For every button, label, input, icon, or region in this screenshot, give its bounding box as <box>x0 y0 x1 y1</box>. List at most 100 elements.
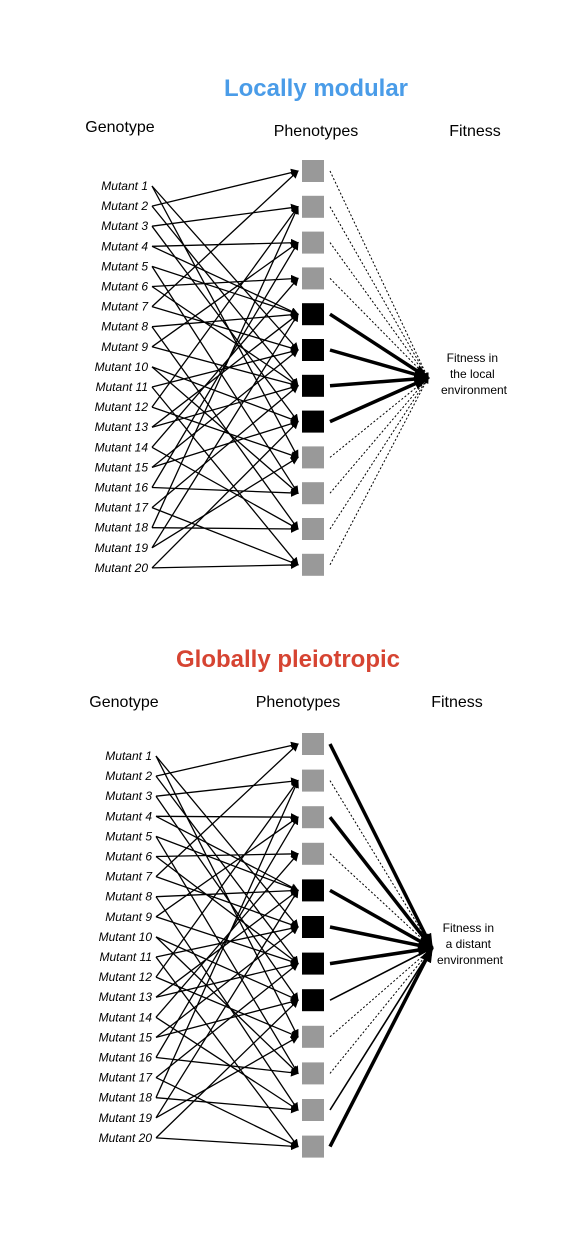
phenotype-box-gray <box>302 518 324 540</box>
mutant-phenotype-arrow <box>151 225 299 423</box>
mutant-labels: Mutant 1 Mutant 2 Mutant 3 Mutant 4 Mutant 5… <box>99 749 154 1145</box>
mutant-phenotype-arrows <box>151 168 299 569</box>
mutant-phenotype-arrow <box>151 456 299 549</box>
mutant-phenotype-arrow <box>155 889 299 1119</box>
mutant-phenotype-arrow <box>151 313 299 428</box>
mutant-phenotype-arrow <box>155 816 299 1058</box>
mutant-phenotype-arrow <box>155 886 299 898</box>
mutant-phenotype-arrow <box>151 170 299 308</box>
fitness-arrow-strong <box>329 888 434 950</box>
mutant-phenotype-arrow <box>151 205 299 528</box>
mutant-label: Mutant 12 <box>99 970 153 984</box>
fitness-arrow-weak <box>329 780 433 949</box>
phenotype-box-black <box>302 916 324 938</box>
mutant-phenotype-arrow <box>151 310 299 328</box>
fitness-arrow-strong <box>328 743 434 950</box>
phenotype-box-gray <box>302 806 324 829</box>
mutant-phenotype-arrow <box>155 1056 299 1077</box>
phenotype-box-gray <box>302 553 324 576</box>
mutant-label: Mutant 8 <box>105 890 152 904</box>
phenotypes-header: Phenotypes <box>256 694 341 711</box>
phenotype-box-black <box>302 879 324 902</box>
phenotype-box-gray <box>302 733 324 755</box>
genotype-header: Genotype <box>85 119 154 136</box>
fitness-arrow-weak <box>329 377 429 458</box>
phenotype-box-black <box>302 952 324 975</box>
mutant-label: Mutant 3 <box>101 219 148 233</box>
fitness-arrow-weak <box>329 947 433 1038</box>
mutant-label: Mutant 15 <box>95 460 149 474</box>
fitness-arrow-weak <box>329 206 429 379</box>
mutant-phenotype-arrow <box>155 853 299 1018</box>
fitness-header: Fitness <box>431 694 483 711</box>
mutant-phenotype-arrow <box>155 976 299 1038</box>
mutant-label: Mutant 10 <box>95 360 149 374</box>
mutant-phenotype-arrow <box>151 326 299 530</box>
mutant-label: Mutant 3 <box>105 789 152 803</box>
fitness-arrow-strong <box>329 373 430 388</box>
fitness-arrow-strong <box>328 946 434 1148</box>
fitness-arrow-weak <box>329 853 433 949</box>
mutant-label: Mutant 15 <box>99 1030 153 1044</box>
phenotype-box-gray <box>302 1135 324 1158</box>
mutant-label: Mutant 13 <box>95 420 149 434</box>
genotype-header: Genotype <box>89 694 158 711</box>
phenotype-box-gray <box>302 267 324 290</box>
mutant-label: Mutant 7 <box>105 870 153 884</box>
mutant-phenotype-arrow <box>155 956 299 1148</box>
mutant-label: Mutant 18 <box>95 521 149 535</box>
mutant-phenotype-arrow <box>155 924 299 958</box>
mutant-phenotype-arrow <box>155 755 299 928</box>
mutant-label: Mutant 8 <box>101 320 148 334</box>
fitness-target-label: Fitness in a distant environment <box>437 921 504 967</box>
fitness-arrow-weak <box>329 377 429 494</box>
fitness-arrow-strong <box>328 816 434 950</box>
mutant-label: Mutant 1 <box>105 749 152 763</box>
mutant-phenotype-arrow <box>151 386 299 566</box>
fitness-arrow-medium <box>329 947 433 1001</box>
phenotype-box-black <box>302 303 324 326</box>
mutant-phenotype-arrow <box>151 446 299 530</box>
mutant-phenotype-arrow <box>155 936 299 1002</box>
fitness-target-line-2: a distant <box>446 937 492 951</box>
phenotype-box-black <box>302 374 324 397</box>
mutant-phenotype-arrow <box>155 815 299 891</box>
phenotypes-header: Phenotypes <box>274 123 359 140</box>
mutant-phenotype-arrow <box>155 777 299 797</box>
mutant-phenotype-arrow <box>155 836 299 1075</box>
fitness-arrow-strong <box>329 944 434 966</box>
fitness-arrow-strong <box>329 925 434 952</box>
fitness-arrow-medium <box>329 947 433 1111</box>
mutant-phenotype-arrow <box>155 779 299 978</box>
mutant-phenotype-arrow <box>151 420 299 569</box>
phenotype-boxes <box>302 733 324 1158</box>
panel-title: Globally pleiotropic <box>176 646 400 673</box>
phenotype-box-gray <box>302 842 324 865</box>
fitness-target-line-3: environment <box>441 383 508 397</box>
fitness-arrow-strong <box>329 376 430 424</box>
panel-title: Locally modular <box>224 75 408 102</box>
mutant-phenotype-arrow <box>151 168 299 207</box>
phenotype-box-black <box>302 410 324 433</box>
phenotype-fitness-arrows <box>328 743 434 1148</box>
mutant-phenotype-arrow <box>151 560 299 569</box>
phenotype-box-gray <box>302 446 324 469</box>
fitness-arrow-strong <box>329 312 430 380</box>
panel-distant: Globally pleiotropic Genotype Phenotypes… <box>89 646 504 1158</box>
mutant-label: Mutant 16 <box>95 481 149 495</box>
fitness-target-line-3: environment <box>437 953 504 967</box>
mutant-phenotype-arrow <box>155 1016 299 1111</box>
mutant-phenotype-arrow <box>151 406 299 459</box>
phenotype-box-gray <box>302 482 324 505</box>
mutant-label: Mutant 2 <box>101 199 148 213</box>
mutant-phenotype-arrow <box>155 926 299 1038</box>
fitness-arrow-weak <box>329 242 429 379</box>
mutant-phenotype-arrow <box>155 961 299 998</box>
mutant-label: Mutant 14 <box>99 1010 153 1024</box>
mutant-phenotype-arrow <box>151 241 299 488</box>
phenotype-box-black <box>302 989 324 1012</box>
fitness-arrow-weak <box>329 377 429 566</box>
mutant-label: Mutant 19 <box>95 541 149 555</box>
mutant-label: Mutant 9 <box>101 340 148 354</box>
mutant-phenotype-arrow <box>155 849 299 858</box>
